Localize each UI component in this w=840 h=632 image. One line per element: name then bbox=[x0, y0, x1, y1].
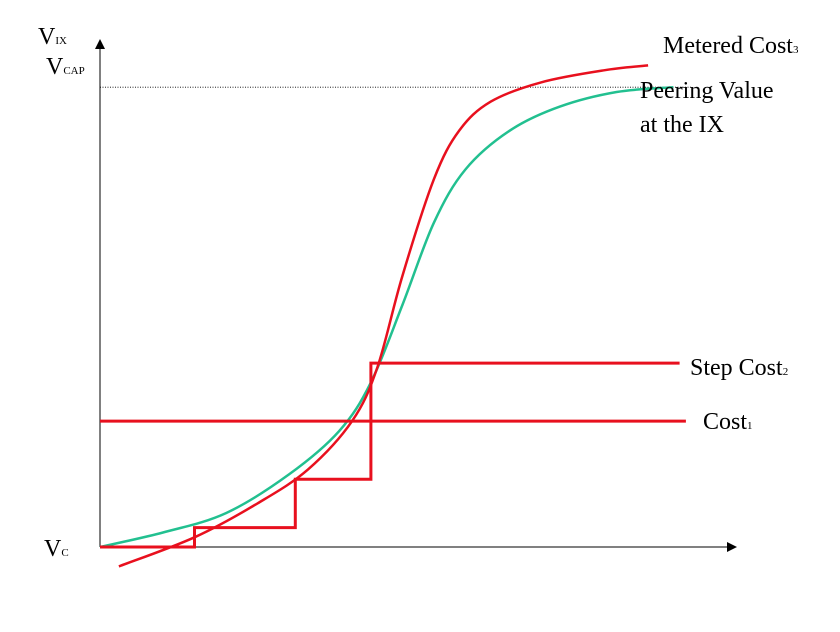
flat-cost-label: Cost1 bbox=[703, 409, 753, 435]
step-cost-line bbox=[100, 361, 680, 549]
metered-cost-label: Metered Cost3 bbox=[663, 33, 799, 59]
peering-value-label: Peering Value at the IX bbox=[640, 78, 780, 138]
step-cost-label: Step Cost2 bbox=[690, 355, 788, 381]
y-axis-top-label: VIX bbox=[38, 24, 67, 50]
metered-cost-curve bbox=[118, 64, 649, 568]
peering-value-curve bbox=[99, 85, 674, 549]
y-axis-origin-label: VC bbox=[44, 536, 69, 562]
y-axis-cap-label: VCAP bbox=[46, 54, 85, 80]
